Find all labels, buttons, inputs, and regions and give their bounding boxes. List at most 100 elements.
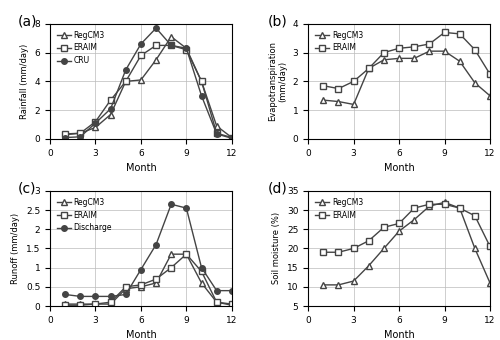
- CRU: [108, 107, 114, 111]
- ERAIM: [78, 131, 84, 135]
- RegCM3: [168, 35, 174, 39]
- RegCM3: [198, 79, 204, 83]
- ERAIM: [168, 44, 174, 48]
- RegCM3: [214, 300, 220, 304]
- Line: RegCM3: RegCM3: [62, 34, 234, 140]
- RegCM3: [229, 136, 235, 140]
- Line: Discharge: Discharge: [62, 202, 234, 299]
- CRU: [184, 46, 190, 50]
- RegCM3: [198, 281, 204, 285]
- RegCM3: [381, 246, 387, 251]
- RegCM3: [381, 58, 387, 62]
- ERAIM: [366, 66, 372, 70]
- RegCM3: [442, 49, 448, 53]
- ERAIM: [411, 206, 417, 210]
- ERAIM: [381, 225, 387, 230]
- RegCM3: [456, 59, 462, 63]
- Discharge: [138, 268, 144, 272]
- Discharge: [108, 294, 114, 299]
- X-axis label: Month: Month: [384, 163, 414, 173]
- CRU: [198, 94, 204, 98]
- Discharge: [229, 289, 235, 293]
- Line: ERAIM: ERAIM: [320, 30, 493, 91]
- ERAIM: [229, 136, 235, 140]
- Line: ERAIM: ERAIM: [62, 42, 234, 140]
- ERAIM: [487, 244, 493, 249]
- Discharge: [123, 292, 129, 296]
- Discharge: [92, 294, 98, 299]
- Discharge: [62, 292, 68, 296]
- Discharge: [153, 242, 159, 246]
- CRU: [62, 136, 68, 140]
- RegCM3: [350, 102, 356, 106]
- RegCM3: [472, 81, 478, 85]
- CRU: [168, 44, 174, 48]
- ERAIM: [472, 48, 478, 52]
- Text: (b): (b): [268, 15, 288, 29]
- RegCM3: [62, 302, 68, 306]
- RegCM3: [78, 302, 84, 306]
- Discharge: [78, 294, 84, 299]
- CRU: [138, 42, 144, 46]
- Y-axis label: Evapotranspiration
(mm/day): Evapotranspiration (mm/day): [268, 41, 287, 121]
- Text: (c): (c): [18, 182, 36, 195]
- RegCM3: [78, 131, 84, 135]
- ERAIM: [78, 303, 84, 307]
- RegCM3: [92, 125, 98, 130]
- RegCM3: [184, 252, 190, 256]
- ERAIM: [168, 266, 174, 270]
- ERAIM: [396, 221, 402, 225]
- ERAIM: [214, 300, 220, 304]
- Line: RegCM3: RegCM3: [320, 200, 493, 288]
- Line: RegCM3: RegCM3: [320, 48, 493, 107]
- Discharge: [198, 266, 204, 270]
- RegCM3: [336, 283, 342, 287]
- X-axis label: Month: Month: [126, 163, 156, 173]
- Line: ERAIM: ERAIM: [62, 251, 234, 308]
- CRU: [78, 135, 84, 139]
- ERAIM: [92, 302, 98, 306]
- RegCM3: [487, 281, 493, 285]
- ERAIM: [62, 303, 68, 307]
- Y-axis label: Soil moisture (%): Soil moisture (%): [272, 212, 281, 285]
- ERAIM: [336, 250, 342, 254]
- ERAIM: [320, 250, 326, 254]
- RegCM3: [153, 58, 159, 62]
- ERAIM: [442, 30, 448, 34]
- ERAIM: [487, 72, 493, 76]
- RegCM3: [108, 113, 114, 117]
- RegCM3: [214, 124, 220, 128]
- RegCM3: [396, 229, 402, 233]
- ERAIM: [198, 79, 204, 83]
- ERAIM: [153, 44, 159, 48]
- ERAIM: [411, 45, 417, 49]
- ERAIM: [350, 246, 356, 251]
- ERAIM: [92, 120, 98, 124]
- ERAIM: [426, 202, 432, 206]
- RegCM3: [92, 302, 98, 306]
- Discharge: [168, 202, 174, 206]
- Y-axis label: Runoff (mm/day): Runoff (mm/day): [12, 213, 20, 284]
- RegCM3: [138, 78, 144, 82]
- RegCM3: [320, 283, 326, 287]
- RegCM3: [396, 56, 402, 61]
- ERAIM: [442, 202, 448, 206]
- RegCM3: [168, 252, 174, 256]
- CRU: [92, 121, 98, 125]
- RegCM3: [108, 302, 114, 306]
- RegCM3: [456, 206, 462, 210]
- RegCM3: [336, 100, 342, 104]
- ERAIM: [456, 206, 462, 210]
- ERAIM: [396, 46, 402, 50]
- ERAIM: [123, 285, 129, 289]
- RegCM3: [184, 46, 190, 50]
- RegCM3: [320, 98, 326, 102]
- ERAIM: [123, 79, 129, 83]
- Y-axis label: Rainfall (mm/day): Rainfall (mm/day): [20, 44, 29, 119]
- RegCM3: [472, 246, 478, 251]
- X-axis label: Month: Month: [384, 330, 414, 340]
- ERAIM: [138, 283, 144, 287]
- ERAIM: [381, 51, 387, 55]
- RegCM3: [62, 133, 68, 137]
- ERAIM: [62, 132, 68, 136]
